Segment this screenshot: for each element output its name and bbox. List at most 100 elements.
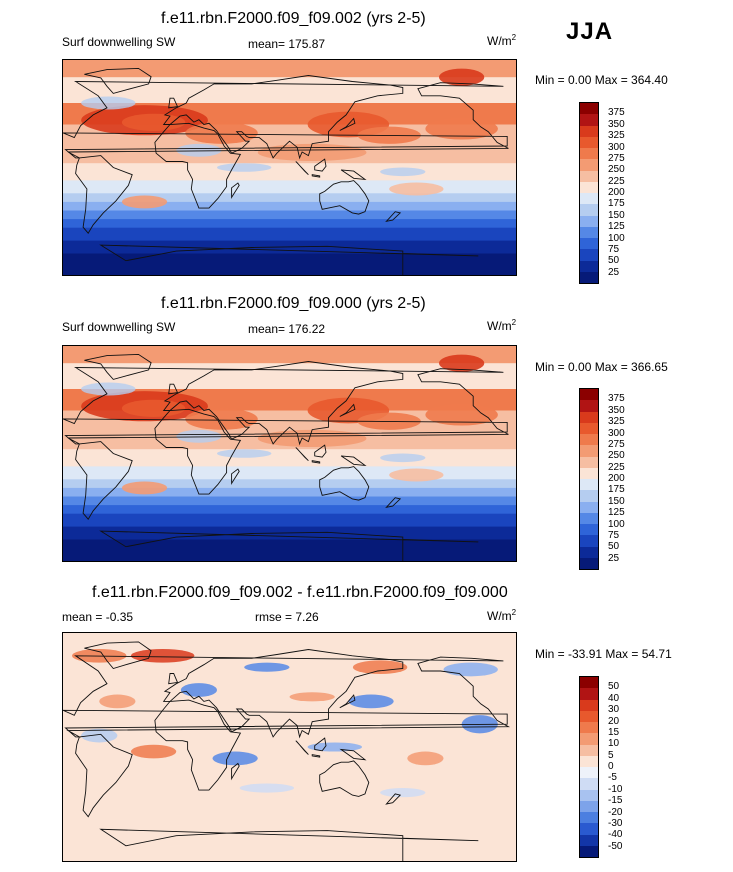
- panel-3-colorbar: [579, 676, 599, 858]
- map-anomaly-blob: [121, 195, 168, 209]
- panel-2-colorbar: [579, 388, 599, 570]
- colorbar-segment: [580, 103, 598, 115]
- colorbar-tick-label: 375: [608, 107, 625, 119]
- coastline: [339, 748, 367, 761]
- colorbar-tick-label: 75: [608, 529, 620, 541]
- coastline: [314, 737, 327, 752]
- colorbar-segment: [580, 823, 598, 835]
- map-anomaly-blob: [443, 662, 498, 677]
- colorbar-segment: [580, 535, 598, 547]
- colorbar-tick-label: -40: [608, 829, 623, 841]
- colorbar-segment: [580, 226, 598, 238]
- colorbar-tick-label: -5: [608, 772, 617, 784]
- colorbar-segment: [580, 778, 598, 790]
- map-anomaly-blob: [289, 692, 335, 702]
- map-zonal-band: [63, 201, 516, 211]
- colorbar-tick-label: 150: [608, 209, 625, 221]
- colorbar-tick-label: 275: [608, 438, 625, 450]
- panel-1-colorbar: [579, 102, 599, 284]
- coastline: [168, 97, 179, 109]
- panel-1-mean-label: mean= 175.87: [248, 37, 326, 51]
- coastline: [75, 441, 133, 520]
- colorbar-segment: [580, 845, 598, 857]
- panel-1-title: f.e11.rbn.F2000.f09_f09.002 (yrs 2-5): [161, 10, 426, 27]
- coastline: [339, 694, 356, 709]
- colorbar-segment: [580, 193, 598, 205]
- colorbar-segment: [580, 456, 598, 468]
- colorbar-tick-label: 175: [608, 198, 625, 210]
- map-anomaly-blob: [438, 68, 485, 86]
- colorbar-tick-label: 350: [608, 404, 625, 416]
- colorbar-segment: [580, 249, 598, 261]
- colorbar-segment: [580, 710, 598, 722]
- map-anomaly-blob: [130, 744, 177, 759]
- colorbar-segment: [580, 546, 598, 558]
- colorbar-tick-label: 25: [608, 552, 620, 564]
- map-anomaly-blob: [257, 429, 367, 448]
- map-zonal-band: [63, 496, 516, 506]
- coastline: [295, 447, 309, 462]
- coastline: [385, 793, 402, 805]
- panel-1-variable-label: Surf downwelling SW: [62, 35, 176, 49]
- colorbar-segment: [580, 434, 598, 446]
- coastline: [84, 641, 152, 670]
- panel-3-units-label: W/m2: [487, 608, 517, 623]
- colorbar-segment: [580, 400, 598, 412]
- map-anomaly-blob: [389, 468, 444, 482]
- coastline: [99, 244, 479, 275]
- map-zonal-band: [63, 539, 516, 561]
- coastline: [295, 740, 309, 755]
- colorbar-tick-label: 225: [608, 175, 625, 187]
- colorbar-tick-label: 350: [608, 118, 625, 130]
- coastline: [84, 353, 152, 380]
- colorbar-segment: [580, 148, 598, 160]
- colorbar-tick-label: 225: [608, 461, 625, 473]
- colorbar-tick-label: 150: [608, 495, 625, 507]
- coastline: [162, 75, 404, 160]
- colorbar-segment: [580, 800, 598, 812]
- map-anomaly-blob: [217, 449, 272, 458]
- coastline: [319, 180, 370, 215]
- colorbar-segment: [580, 677, 598, 689]
- colorbar-segment: [580, 271, 598, 283]
- panel-2-title: f.e11.rbn.F2000.f09_f09.000 (yrs 2-5): [161, 295, 426, 312]
- map-zonal-band: [63, 466, 516, 480]
- coastline: [162, 649, 404, 739]
- colorbar-segment: [580, 688, 598, 700]
- coastline: [231, 468, 240, 485]
- map-anomaly-blob: [81, 96, 136, 110]
- colorbar-segment: [580, 467, 598, 479]
- map-anomaly-blob: [425, 404, 498, 426]
- colorbar-tick-label: 325: [608, 130, 625, 142]
- map-anomaly-blob: [407, 751, 444, 766]
- colorbar-tick-label: 30: [608, 704, 620, 716]
- coastline: [311, 460, 321, 464]
- colorbar-tick-label: 40: [608, 692, 620, 704]
- coastline: [63, 655, 511, 738]
- map-zonal-band: [63, 505, 516, 515]
- map-zonal-band: [63, 513, 516, 528]
- colorbar-segment: [580, 181, 598, 193]
- map-anomaly-blob: [239, 783, 295, 793]
- coastline: [311, 174, 321, 178]
- colorbar-tick-label: 15: [608, 726, 620, 738]
- colorbar-segment: [580, 389, 598, 401]
- map-zonal-band: [63, 346, 516, 364]
- map-anomaly-blob: [380, 453, 426, 463]
- coastline: [231, 762, 240, 781]
- colorbar-segment: [580, 501, 598, 513]
- map-zonal-band: [63, 180, 516, 194]
- colorbar-segment: [580, 812, 598, 824]
- colorbar-segment: [580, 722, 598, 734]
- coastline: [340, 455, 367, 467]
- panel-1-units-label: W/m2: [487, 33, 517, 48]
- colorbar-tick-label: 200: [608, 187, 625, 198]
- colorbar-tick-label: 5: [608, 749, 614, 761]
- panel-1-map: [62, 59, 517, 276]
- map-zonal-band: [63, 253, 516, 275]
- map-zonal-band: [63, 479, 516, 489]
- coastline: [162, 361, 404, 446]
- season-label: JJA: [566, 18, 614, 45]
- colorbar-segment: [580, 204, 598, 216]
- coastline: [295, 161, 309, 176]
